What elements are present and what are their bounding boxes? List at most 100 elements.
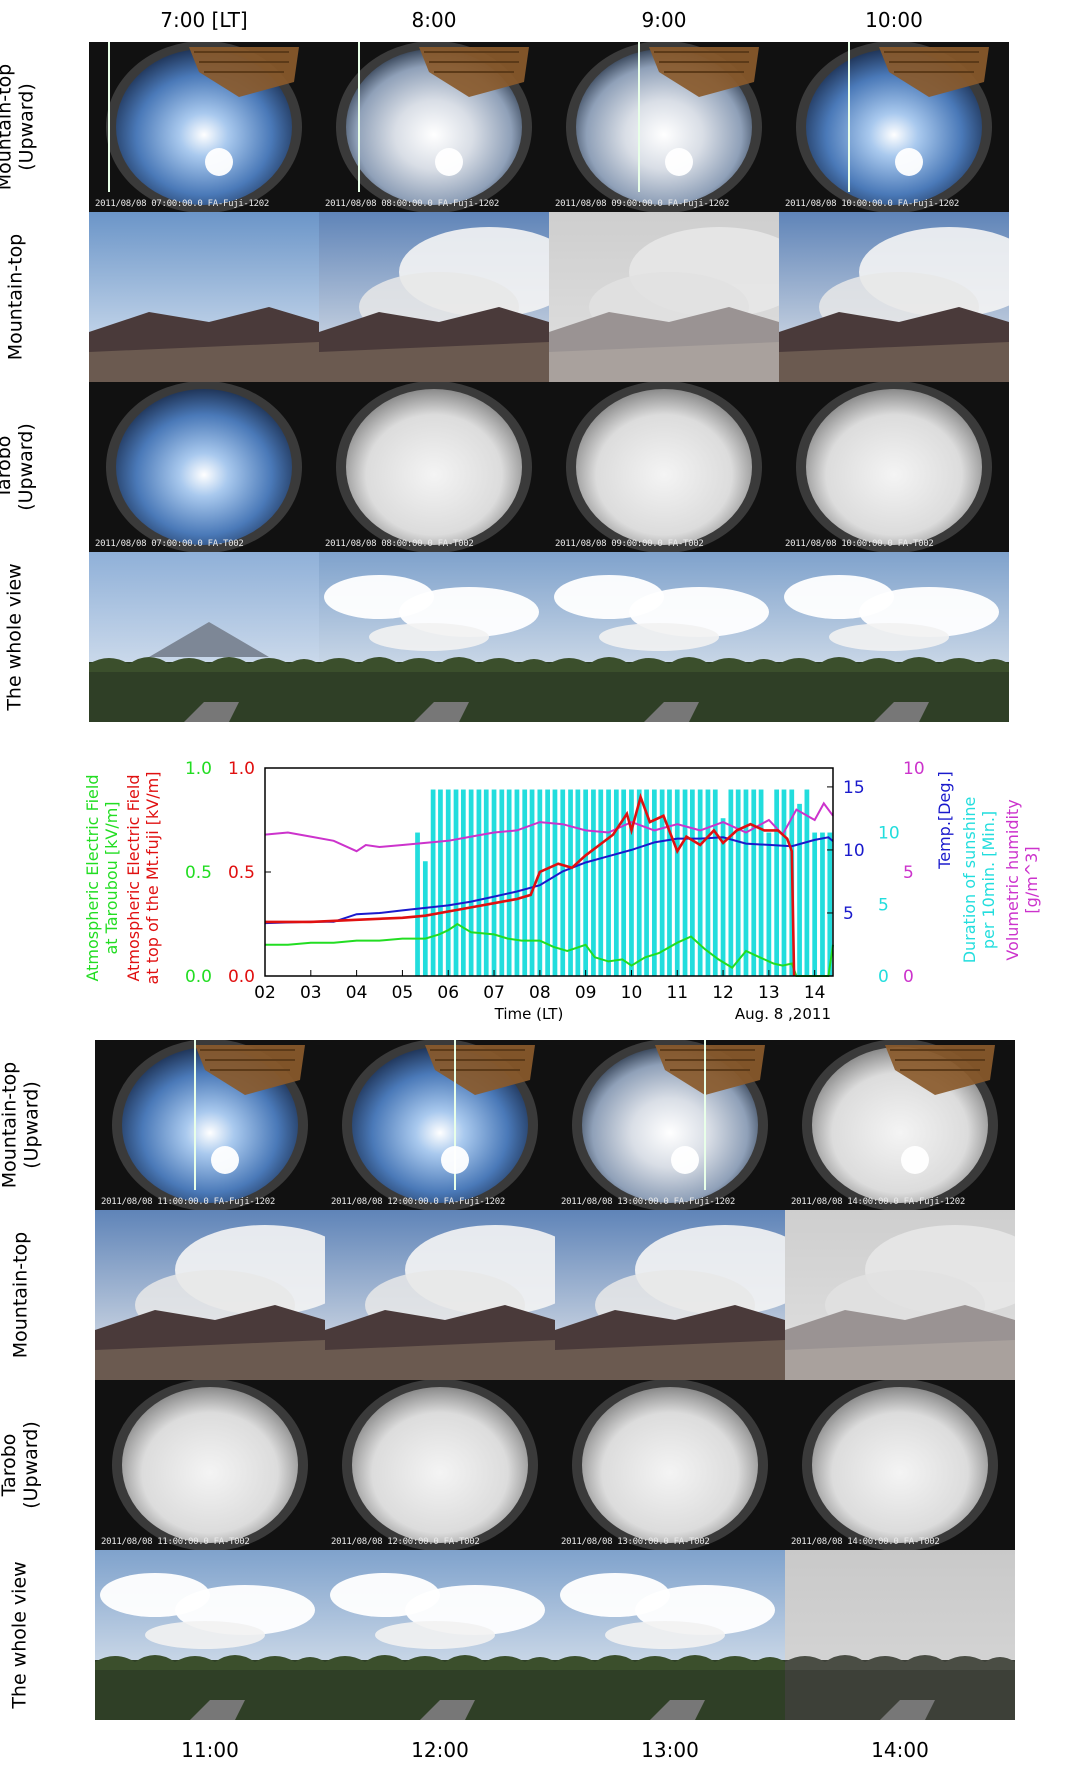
sunshine-bar <box>705 789 711 976</box>
photo-timestamp: 2011/08/08 09:00:00.0 FA-T002 <box>555 539 704 549</box>
photo-timestamp: 2011/08/08 12:00:00.0 FA-Fuji-1202 <box>331 1197 506 1207</box>
photo-image <box>779 42 1009 212</box>
photo-mt_up: 2011/08/08 09:00:00.0 FA-Fuji-1202 <box>549 42 779 212</box>
sunshine-bar <box>621 789 627 976</box>
y-axis-title-sunshine: per 10min. [Min.] <box>979 811 998 949</box>
row-label-whole: The whole view <box>0 1550 105 1720</box>
y-tick-label-sunshine: 5 <box>878 895 889 915</box>
time-label: 10:00 <box>865 8 923 32</box>
row-label-tarobo: Tarobo (Upward) <box>0 382 100 552</box>
y-tick-label-temp: 5 <box>843 904 854 924</box>
sunshine-bar <box>476 789 482 976</box>
time-label: 11:00 <box>181 1738 239 1762</box>
atmospheric-chart: 02 03 04 05 06 07 08 09 10 11 12 13 14 Time (LT) Aug. … <box>0 740 1065 1030</box>
y-axis-title-humidity: [g/m^3] <box>1022 846 1041 913</box>
photo-mt_up: 2011/08/08 07:00:00.0 FA-Fuji-1202 <box>89 42 319 212</box>
sunshine-bar <box>651 789 657 976</box>
photo-image <box>95 1040 325 1210</box>
sunshine-bar <box>812 832 818 976</box>
row-label-whole: The whole view <box>0 552 100 722</box>
photo-image <box>89 212 319 382</box>
sunshine-bar <box>690 789 695 976</box>
row-label-mt_up: Mountain-top (Upward) <box>0 42 100 212</box>
photo-tarobo: 2011/08/08 12:00:00.0 FA-T002 <box>325 1380 555 1550</box>
photo-whole <box>549 552 779 722</box>
x-tick-label: 09 <box>575 983 597 1003</box>
photo-whole <box>555 1550 785 1720</box>
sunshine-bar <box>751 789 757 976</box>
series-line-electric_taroubou <box>265 922 834 977</box>
photo-image <box>555 1550 785 1720</box>
sunshine-bar <box>774 789 780 976</box>
x-tick-label: 10 <box>621 983 643 1003</box>
row-label-text: Mountain-top (Upward) <box>0 64 37 191</box>
photo-tarobo: 2011/08/08 09:00:00.0 FA-T002 <box>549 382 779 552</box>
photo-tarobo: 2011/08/08 14:00:00.0 FA-T002 <box>785 1380 1015 1550</box>
sunshine-bar <box>766 832 772 976</box>
photo-image <box>325 1040 555 1210</box>
x-tick-label: 07 <box>483 983 505 1003</box>
photo-mt <box>95 1210 325 1380</box>
y-axis-title-fuji: at top of the Mt.fuji [kV/m] <box>143 772 162 985</box>
series-line-electric_fuji <box>265 792 796 977</box>
row-label-text: The whole view <box>9 1561 31 1708</box>
x-tick-label: 13 <box>758 983 780 1003</box>
sunshine-bar <box>591 789 596 976</box>
photo-mt_up: 2011/08/08 13:00:00.0 FA-Fuji-1202 <box>555 1040 785 1210</box>
row-label-text: Tarobo (Upward) <box>0 423 37 511</box>
photo-image <box>319 42 549 212</box>
photo-image <box>549 382 779 552</box>
sunshine-bar <box>781 789 787 976</box>
photo-image <box>89 552 319 722</box>
x-tick-label: 08 <box>529 983 551 1003</box>
y-tick-label-temp: 10 <box>843 841 865 861</box>
photo-timestamp: 2011/08/08 10:00:00.0 FA-Fuji-1202 <box>785 199 960 209</box>
row-label-text: The whole view <box>4 563 26 710</box>
row-label-text: Mountain-top (Upward) <box>0 1062 42 1189</box>
sunshine-bar <box>468 789 474 976</box>
photo-image <box>555 1380 785 1550</box>
sunshine-bar <box>453 789 459 976</box>
photo-whole <box>779 552 1009 722</box>
photo-timestamp: 2011/08/08 11:00:00.0 FA-T002 <box>101 1537 250 1547</box>
row-label-line1: Mountain-top <box>0 1061 20 1189</box>
sunshine-bar <box>438 789 443 976</box>
sunshine-bar <box>583 789 589 976</box>
photo-timestamp: 2011/08/08 13:00:00.0 FA-Fuji-1202 <box>561 1197 736 1207</box>
photo-image <box>779 552 1009 722</box>
photo-mt <box>779 212 1009 382</box>
x-tick-label: 05 <box>392 983 414 1003</box>
x-tick-label: 14 <box>804 983 826 1003</box>
photo-image <box>95 1210 325 1380</box>
photo-image <box>549 212 779 382</box>
y-tick-label-taroubou: 0.0 <box>185 967 212 987</box>
photo-mt <box>555 1210 785 1380</box>
time-label: 7:00 [LT] <box>160 8 248 32</box>
time-label: 8:00 <box>411 8 457 32</box>
sunshine-bar <box>460 789 466 976</box>
y-tick-label-humidity: 10 <box>903 759 925 779</box>
x-tick-label: 03 <box>300 983 322 1003</box>
x-tick-label: 04 <box>346 983 368 1003</box>
sunshine-bar <box>629 789 634 976</box>
sunshine-bar <box>712 789 718 976</box>
sunshine-bar <box>506 789 512 976</box>
sunshine-bar <box>430 789 436 976</box>
photo-timestamp: 2011/08/08 08:00:00.0 FA-Fuji-1202 <box>325 199 500 209</box>
photo-image <box>95 1380 325 1550</box>
photo-mt_up: 2011/08/08 08:00:00.0 FA-Fuji-1202 <box>319 42 549 212</box>
photo-mt_up: 2011/08/08 14:00:00.0 FA-Fuji-1202 <box>785 1040 1015 1210</box>
row-label-line1: Mountain-top <box>3 233 26 361</box>
photo-image <box>779 212 1009 382</box>
sunshine-bar <box>552 789 558 976</box>
photo-image <box>325 1210 555 1380</box>
sunshine-bar <box>560 789 566 976</box>
y-tick-label-taroubou: 1.0 <box>185 759 212 779</box>
photo-timestamp: 2011/08/08 12:00:00.0 FA-T002 <box>331 1537 480 1547</box>
x-tick-label: 02 <box>254 983 276 1003</box>
photo-timestamp: 2011/08/08 14:00:00.0 FA-T002 <box>791 1537 940 1547</box>
y-tick-label-fuji: 0.5 <box>228 863 255 883</box>
photo-mt <box>325 1210 555 1380</box>
sunshine-bar <box>529 789 535 976</box>
y-axis-title-taroubou: Atmospheric Electric Field <box>83 775 102 982</box>
